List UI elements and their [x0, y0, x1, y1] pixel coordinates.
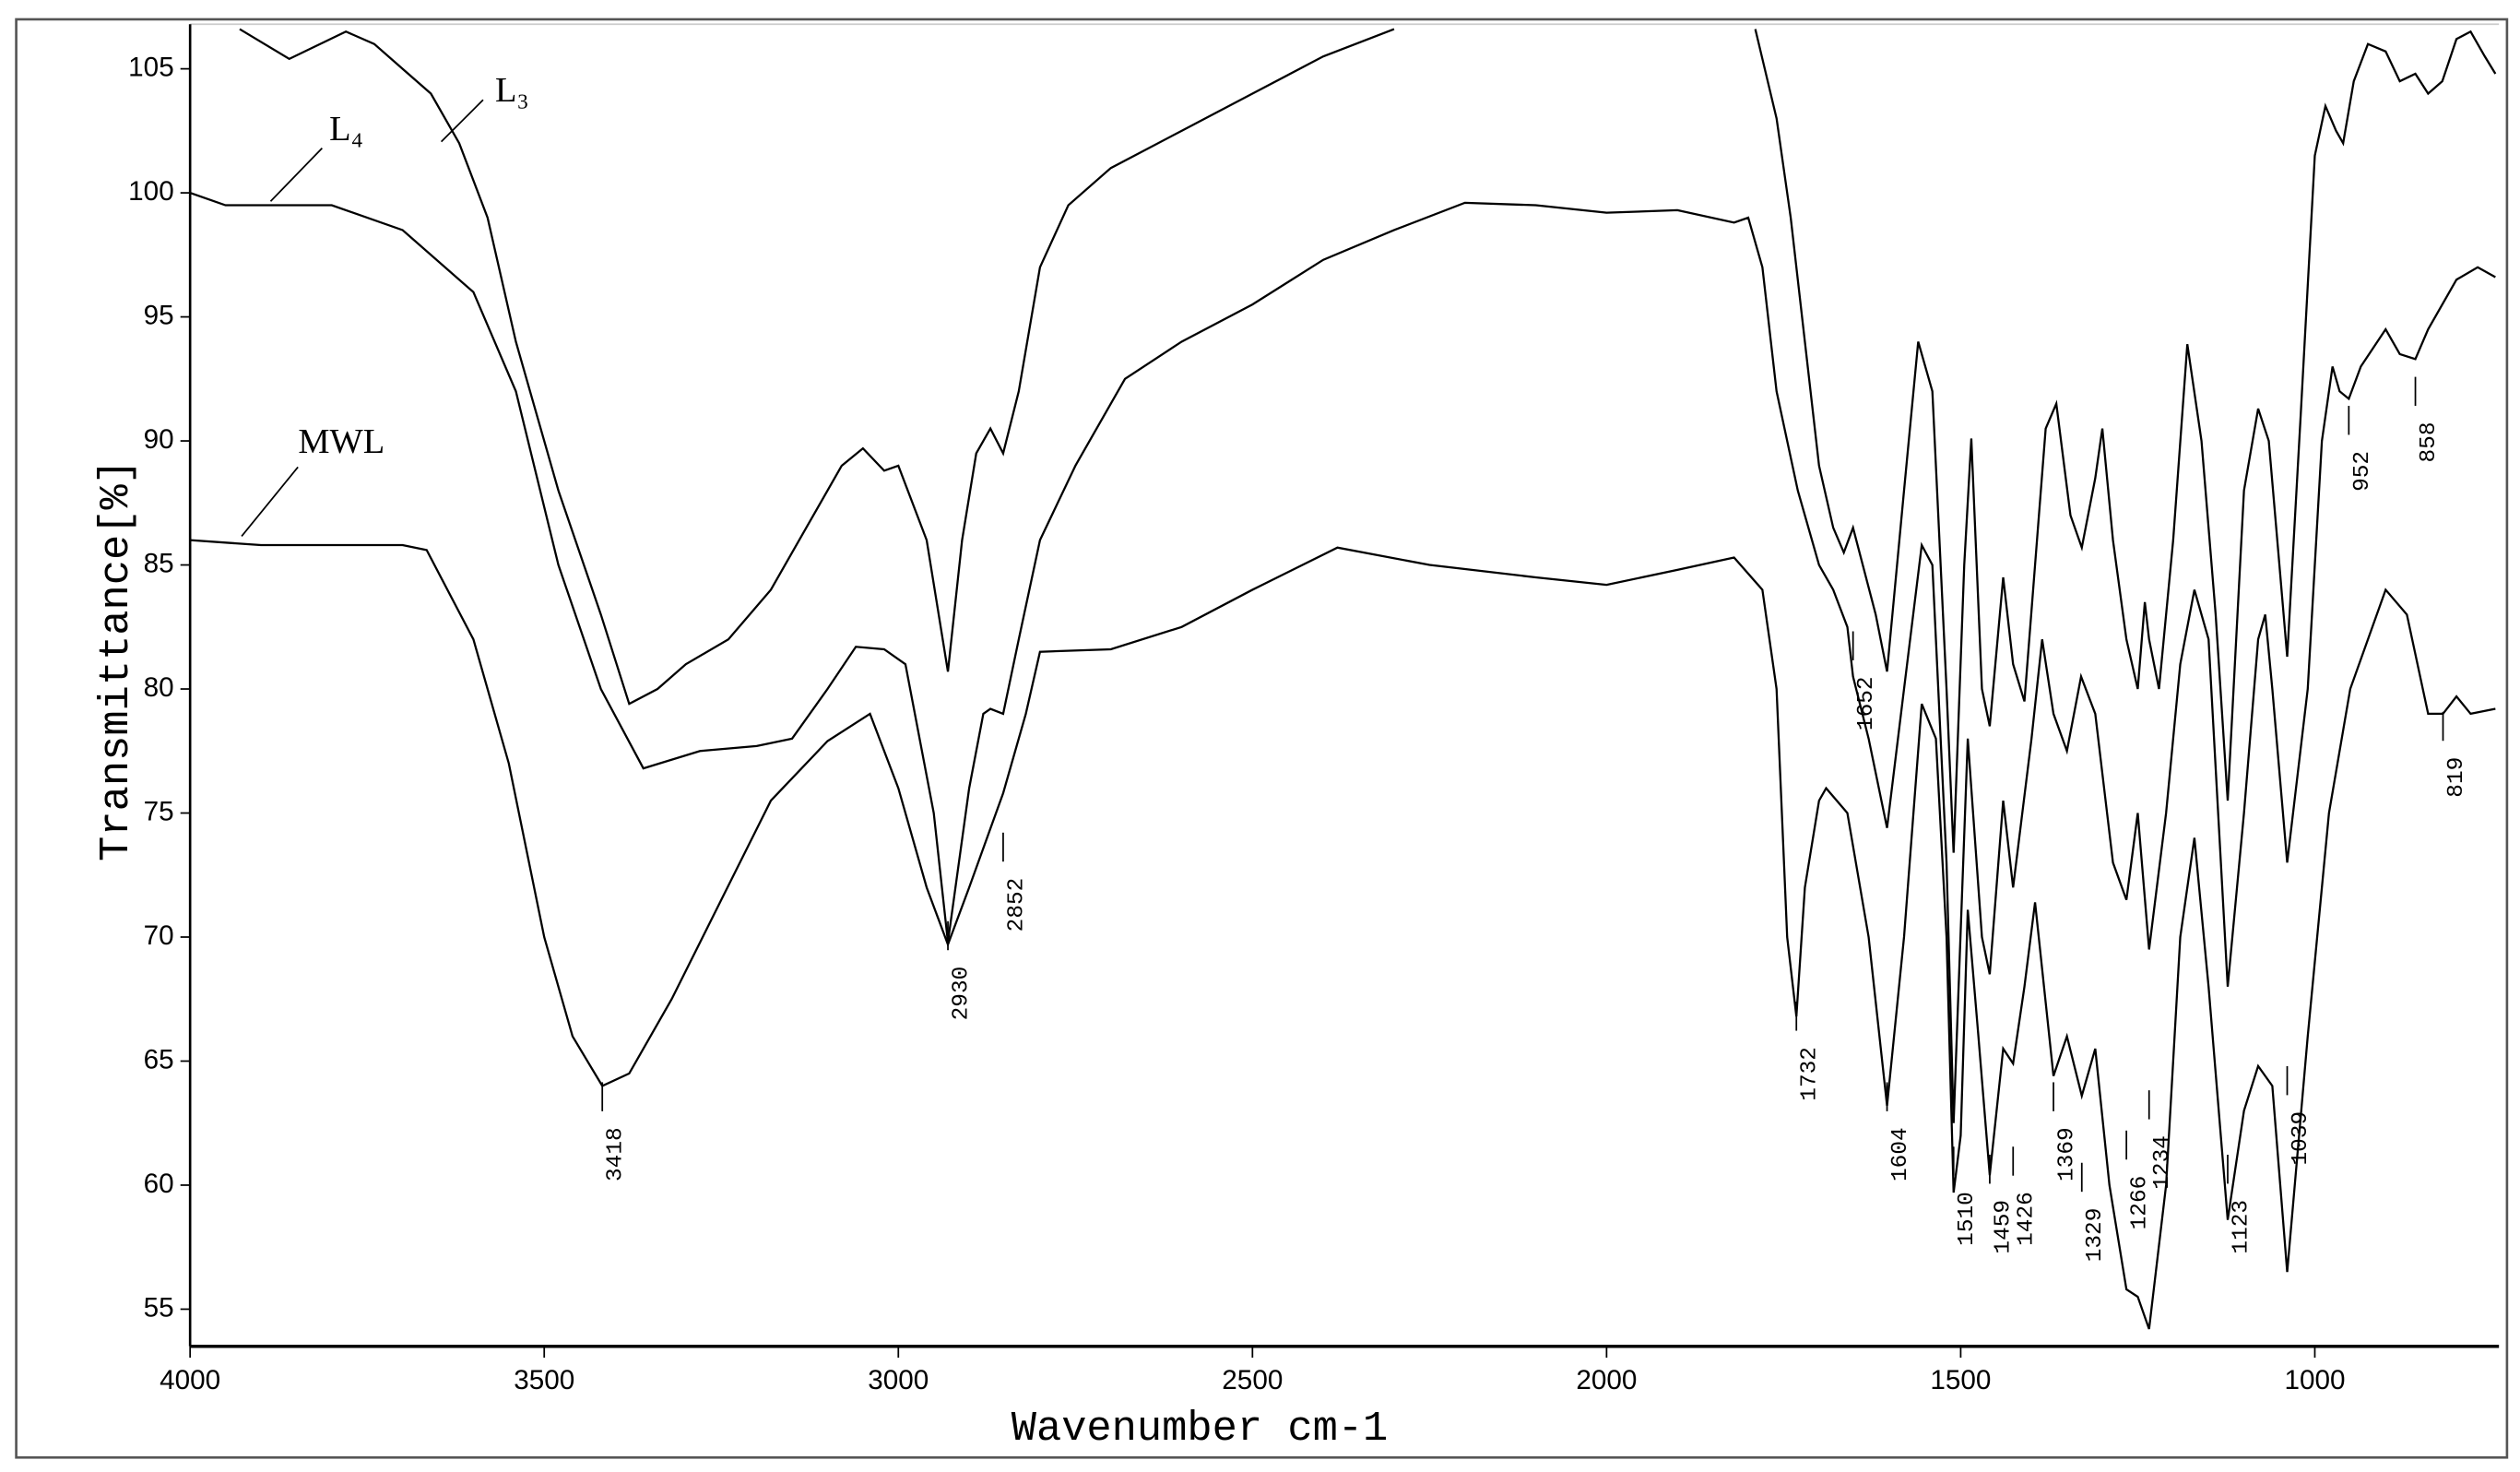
- series-leader: [269, 148, 323, 202]
- x-tick-label: 1500: [1930, 1365, 1991, 1395]
- y-tick-label: 90: [144, 424, 174, 455]
- y-tick-label: 85: [144, 548, 174, 578]
- y-tick-label: 70: [144, 920, 174, 951]
- peak-label: 1732: [1798, 1047, 1823, 1101]
- peak-label: 1369: [2054, 1127, 2079, 1181]
- peak-label: 2930: [949, 967, 974, 1021]
- series-leader: [440, 99, 484, 143]
- series-name: MWL: [298, 422, 385, 461]
- peak-label: 1510: [1955, 1192, 1980, 1246]
- peak-label: 1604: [1888, 1127, 1913, 1181]
- frame: [15, 18, 2509, 1459]
- y-tick-label: 65: [144, 1044, 174, 1074]
- plot-area: [190, 28, 2497, 1330]
- y-tick-label: 75: [144, 796, 174, 826]
- peak-label: 1652: [1854, 676, 1879, 730]
- y-tick-label: 55: [144, 1292, 174, 1323]
- x-tick-label: 2500: [1222, 1365, 1283, 1395]
- y-tick-label: 100: [128, 176, 174, 207]
- x-tick-label: 2000: [1576, 1365, 1637, 1395]
- spectrum-line: [239, 28, 2497, 853]
- x-tick-label: 1000: [2284, 1365, 2345, 1395]
- series-leader: [241, 466, 299, 538]
- series-name: L₄: [329, 110, 363, 148]
- peak-label: 858: [2417, 421, 2442, 462]
- y-tick-label: 60: [144, 1169, 174, 1199]
- peak-label: 1266: [2128, 1176, 2153, 1230]
- peak-label: 1234: [2150, 1135, 2175, 1190]
- peak-label: 2852: [1004, 878, 1029, 932]
- peak-label: 1123: [2229, 1200, 2254, 1254]
- x-axis-title: Wavenumber cm-1: [1012, 1405, 1389, 1453]
- y-tick-label: 80: [144, 672, 174, 703]
- peak-label: 3418: [604, 1127, 629, 1181]
- peak-label: 1039: [2289, 1111, 2313, 1166]
- spectrum-line: [190, 192, 2496, 1123]
- x-tick-label: 3500: [514, 1365, 574, 1395]
- y-tick-label: 105: [128, 52, 174, 82]
- x-tick-label: 3000: [868, 1365, 929, 1395]
- peak-label: 1426: [2015, 1192, 2040, 1246]
- series-name: L₃: [495, 71, 529, 110]
- peak-label: 1329: [2083, 1208, 2108, 1263]
- peak-label: 952: [2350, 451, 2375, 492]
- y-axis-title: Transmittance[%]: [92, 459, 140, 861]
- y-tick-label: 95: [144, 300, 174, 330]
- peak-label: 819: [2444, 757, 2469, 798]
- x-tick-label: 4000: [160, 1365, 220, 1395]
- peak-label: 1459: [1991, 1200, 2016, 1254]
- spectrum-line: [190, 539, 2496, 1330]
